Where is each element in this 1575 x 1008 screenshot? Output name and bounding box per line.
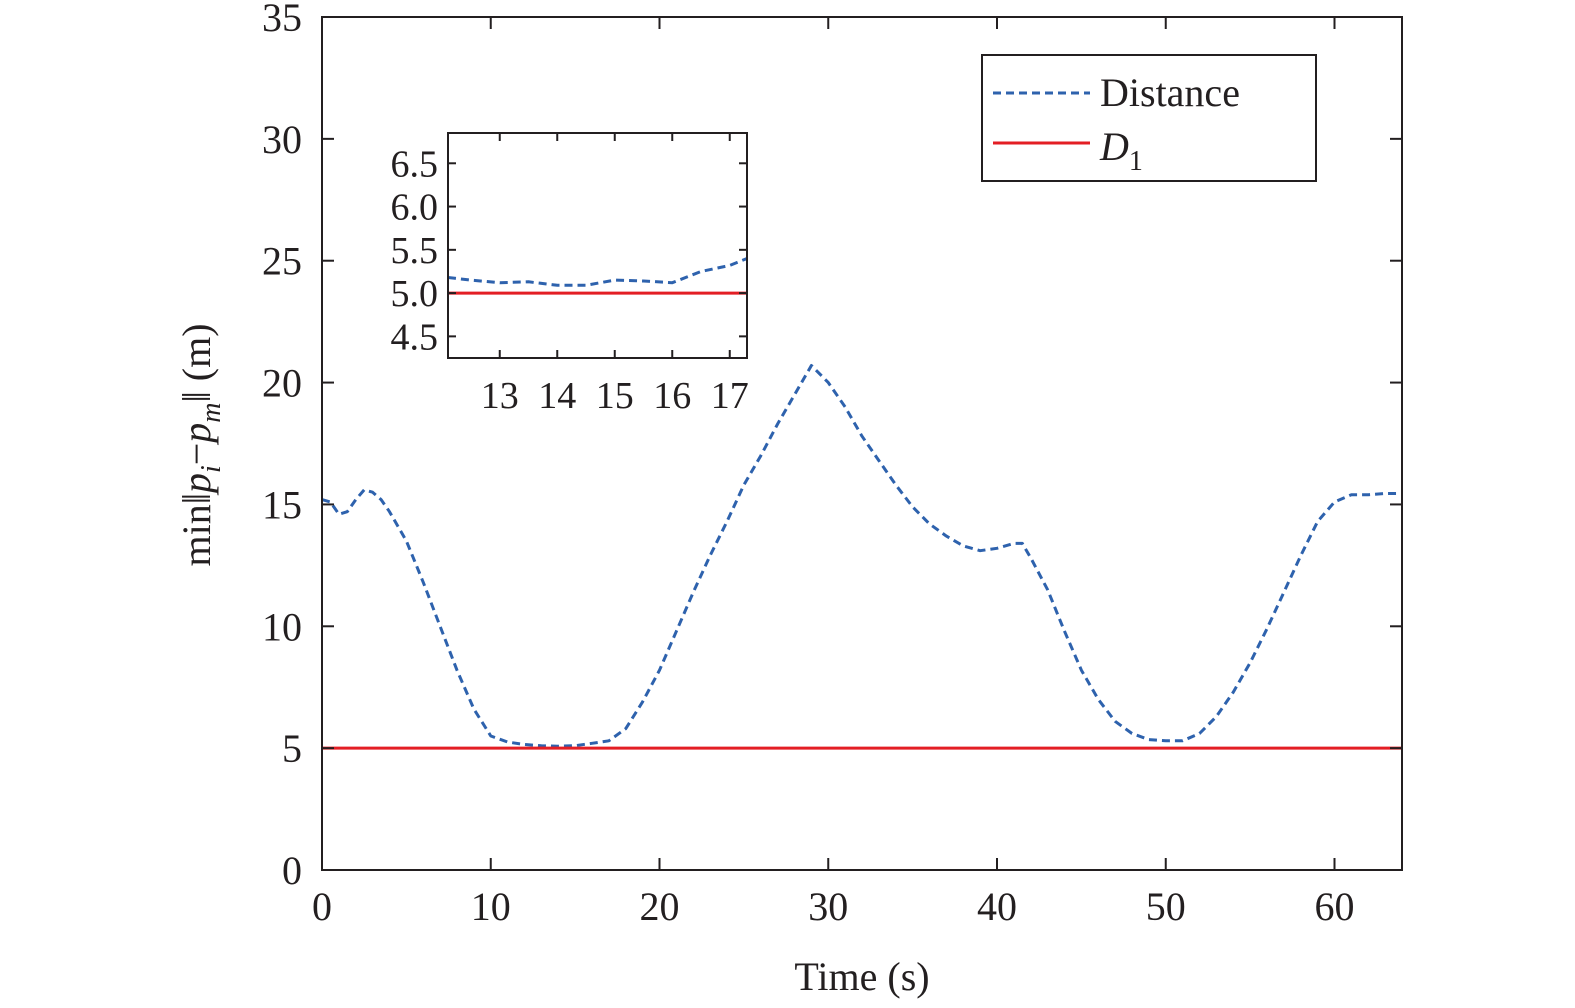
inset-series-0 (447, 257, 748, 287)
y-axis-title: min‖pi−pm‖ (m) (174, 323, 227, 566)
legend-label-d1-main: D (1099, 124, 1129, 169)
y-title-p2: p (174, 423, 219, 446)
main-x-tick-label: 30 (808, 884, 848, 929)
inset-x-tick-label: 13 (481, 375, 519, 417)
inset-background (448, 133, 747, 358)
x-axis-title: Time (s) (794, 954, 929, 999)
inset-y-tick-label: 5.0 (391, 273, 439, 315)
main-plot-frame (321, 16, 1403, 871)
inset-series-lines (447, 257, 748, 295)
main-y-tick-label: 30 (262, 117, 302, 162)
inset-x-tick-label: 17 (711, 375, 749, 417)
main-y-tick-label: 10 (262, 604, 302, 649)
main-series-lines (321, 364, 1402, 750)
main-y-tick-label: 15 (262, 482, 302, 527)
main-y-tick-label: 20 (262, 361, 302, 406)
inset-x-tick-label: 14 (538, 375, 576, 417)
main-y-tick-label: 5 (282, 726, 302, 771)
inset-y-tick-label: 6.5 (391, 143, 439, 185)
y-title-sub1: i (196, 465, 227, 473)
main-x-tick-label: 40 (977, 884, 1017, 929)
inset-axis-ticks: 13 14 15 16 17 4.55.05.56.06.5 (391, 133, 749, 417)
main-x-tick-label: 60 (1315, 884, 1355, 929)
legend-box (981, 54, 1317, 182)
main-x-tick-label: 0 (312, 884, 332, 929)
y-title-minus: − (174, 443, 219, 466)
legend-label-distance: Distance (1100, 70, 1240, 115)
inset-plot-frame (447, 132, 748, 359)
main-plot: 0 10 20 30 40 50 60 0 5 10 15 20 25 30 35 (262, 0, 1403, 929)
main-y-tick-label: 35 (262, 0, 302, 40)
y-title-sub2: m (196, 402, 227, 422)
inset-y-tick-label: 4.5 (391, 316, 439, 358)
legend-label-d1: D1 (1099, 124, 1143, 177)
inset-x-tick-label: 16 (653, 375, 691, 417)
y-title-suffix: ‖ (m) (174, 323, 219, 402)
y-title-prefix: min‖ (174, 493, 219, 566)
series-distance (321, 364, 1402, 748)
main-x-tick-label: 50 (1146, 884, 1186, 929)
inset-y-tick-label: 5.5 (391, 230, 439, 272)
legend: Distance D1 (981, 54, 1317, 182)
main-y-tick-label: 25 (262, 239, 302, 284)
inset-y-tick-label: 6.0 (391, 187, 439, 229)
legend-label-d1-sub: 1 (1129, 146, 1143, 177)
inset-plot: 13 14 15 16 17 4.55.05.56.06.5 (391, 132, 749, 417)
y-title-p1: p (174, 473, 219, 496)
main-x-tick-label: 10 (471, 884, 511, 929)
main-axis-ticks: 0 10 20 30 40 50 60 0 5 10 15 20 25 30 35 (262, 0, 1402, 929)
main-x-tick-label: 20 (640, 884, 680, 929)
main-y-tick-label: 0 (282, 848, 302, 893)
inset-x-tick-label: 15 (596, 375, 634, 417)
